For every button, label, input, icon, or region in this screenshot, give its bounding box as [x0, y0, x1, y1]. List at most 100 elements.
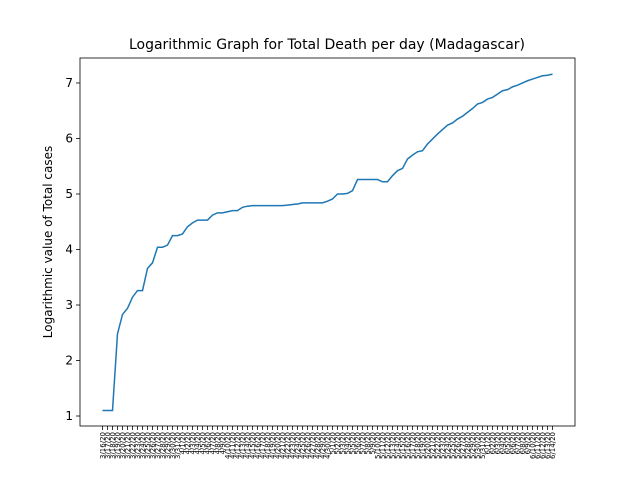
x-tick-label: 5/27/20 [459, 432, 467, 459]
x-tick-label: 6/9/20 [524, 432, 532, 455]
x-tick-label: 3/29/20 [164, 432, 172, 459]
x-tick-label: 4/23/20 [289, 432, 297, 459]
x-tick-label: 3/28/20 [159, 432, 167, 459]
x-tick-label: 6/6/20 [509, 432, 517, 455]
x-tick-label: 4/18/20 [264, 432, 272, 459]
x-tick-label: 5/17/20 [409, 432, 417, 459]
x-tick-label: 5/19/20 [419, 432, 427, 459]
x-tick-label: 5/3/20 [339, 432, 347, 455]
x-tick-label: 4/8/20 [214, 432, 222, 455]
x-tick-label: 3/31/20 [174, 432, 182, 459]
x-tick-label: 4/16/20 [254, 432, 262, 459]
x-tick-label: 3/27/20 [154, 432, 162, 459]
y-tick-label: 4 [65, 242, 73, 256]
x-tick-label: 3/22/20 [129, 432, 137, 459]
x-tick-label: 3/18/20 [109, 432, 117, 459]
line-series [102, 73, 553, 412]
x-tick-label: 5/5/20 [349, 432, 357, 455]
x-tick-label: 6/10/20 [529, 432, 537, 459]
x-tick-label: 4/4/20 [194, 432, 202, 455]
x-tick-label: 4/24/20 [294, 432, 302, 459]
x-tick-label: 5/25/20 [449, 432, 457, 459]
x-tick-label: 3/20/20 [119, 432, 127, 459]
x-tick-label: 4/21/20 [279, 432, 287, 459]
chart-title: Logarithmic Graph for Total Death per da… [129, 37, 525, 53]
x-tick-label: 6/3/20 [494, 432, 502, 455]
x-tick-label: 4/1/20 [179, 432, 187, 455]
x-tick-label: 4/19/20 [269, 432, 277, 459]
x-tick-label: 3/16/20 [99, 432, 107, 459]
x-tick-label: 5/10/20 [374, 432, 382, 459]
x-tick-label: 6/13/20 [544, 432, 552, 459]
x-tick-label: 4/9/20 [219, 432, 227, 455]
x-tick-label: 5/20/20 [424, 432, 432, 459]
x-tick-label: 4/29/20 [319, 432, 327, 459]
x-tick-label: 4/13/20 [239, 432, 247, 459]
x-tick-label: 4/11/20 [229, 432, 237, 459]
x-tick-label: 5/29/20 [469, 432, 477, 459]
x-tick-label: 3/24/20 [139, 432, 147, 459]
y-tick-label: 2 [65, 354, 73, 368]
x-tick-label: 5/16/20 [404, 432, 412, 459]
x-tick-label: 5/13/20 [389, 432, 397, 459]
x-tick-label: 5/2/20 [334, 432, 342, 455]
x-tick-label: 4/10/20 [224, 432, 232, 459]
x-tick-label: 5/15/20 [399, 432, 407, 459]
x-tick-label: 4/12/20 [234, 432, 242, 459]
x-tick-label: 3/30/20 [169, 432, 177, 459]
x-tick-label: 3/23/20 [134, 432, 142, 459]
x-tick-label: 5/23/20 [439, 432, 447, 459]
x-tick-label: 3/17/20 [104, 432, 112, 459]
x-tick-label: 5/14/20 [394, 432, 402, 459]
x-tick-label: 4/7/20 [209, 432, 217, 455]
x-tick-label: 5/22/20 [434, 432, 442, 459]
x-tick-label: 3/26/20 [149, 432, 157, 459]
x-tick-label: 6/12/20 [539, 432, 547, 459]
x-tick-label: 5/12/20 [384, 432, 392, 459]
x-tick-label: 4/25/20 [299, 432, 307, 459]
x-tick-label: 5/1/20 [329, 432, 337, 455]
x-tick-label: 4/14/20 [244, 432, 252, 459]
y-tick-label: 1 [65, 409, 73, 423]
x-tick-label: 4/2/20 [184, 432, 192, 455]
x-tick-label: 5/31/20 [479, 432, 487, 459]
x-tick-label: 4/6/20 [204, 432, 212, 455]
x-tick-label: 4/5/20 [199, 432, 207, 455]
x-tick-label: 3/21/20 [124, 432, 132, 459]
x-tick-label: 6/5/20 [504, 432, 512, 455]
x-tick-label: 4/20/20 [274, 432, 282, 459]
x-tick-label: 6/4/20 [499, 432, 507, 455]
x-tick-label: 4/27/20 [309, 432, 317, 459]
x-tick-label: 3/19/20 [114, 432, 122, 459]
x-tick-label: 4/17/20 [259, 432, 267, 459]
x-tick-label: 5/28/20 [464, 432, 472, 459]
x-tick-label: 5/30/20 [474, 432, 482, 459]
x-tick-label: 5/21/20 [429, 432, 437, 459]
x-tick-label: 5/18/20 [414, 432, 422, 459]
y-tick-label: 6 [65, 131, 73, 145]
x-tick-label: 5/4/20 [344, 432, 352, 455]
x-tick-label: 6/7/20 [514, 432, 522, 455]
y-tick-label: 7 [65, 76, 73, 90]
x-tick-label: 4/26/20 [304, 432, 312, 459]
x-tick-label: 4/3/20 [189, 432, 197, 455]
x-tick-label: 5/7/20 [359, 432, 367, 455]
x-tick-label: 6/1/20 [484, 432, 492, 455]
x-tick-label: 4/28/20 [314, 432, 322, 459]
x-tick-label: 5/8/20 [364, 432, 372, 455]
x-tick-label: 4/15/20 [249, 432, 257, 459]
x-tick-label: 5/9/20 [369, 432, 377, 455]
x-tick-label: 5/6/20 [354, 432, 362, 455]
x-tick-label: 5/24/20 [444, 432, 452, 459]
x-tick-label: 5/11/20 [379, 432, 387, 459]
x-tick-label: 4/30/20 [324, 432, 332, 459]
y-axis-label: Logarithmic value of Total cases [41, 146, 55, 338]
x-tick-label: 3/25/20 [144, 432, 152, 459]
x-tick-label: 6/8/20 [519, 432, 527, 455]
x-tick-label: 4/22/20 [284, 432, 292, 459]
x-tick-label: 6/2/20 [489, 432, 497, 455]
y-tick-label: 3 [65, 298, 73, 312]
y-tick-label: 5 [65, 187, 73, 201]
x-tick-label: 6/14/20 [549, 432, 557, 459]
